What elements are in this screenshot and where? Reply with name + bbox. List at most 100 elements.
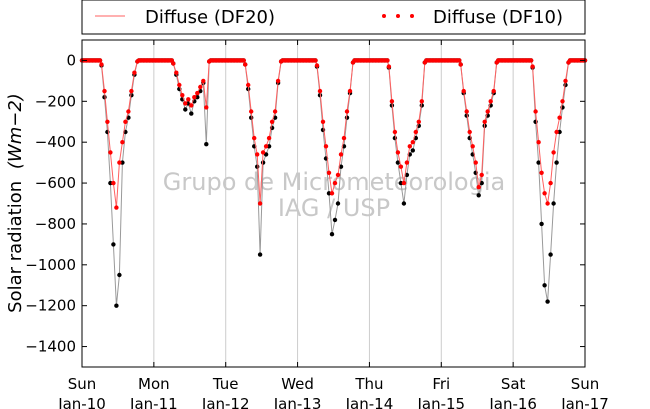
data-point-df20	[97, 58, 103, 63]
data-point-df20	[117, 160, 122, 165]
data-point-df20	[174, 70, 179, 75]
data-point-df20	[545, 201, 550, 206]
data-point-df10	[257, 252, 263, 257]
data-point-df20	[201, 78, 206, 84]
data-point-df20	[260, 150, 266, 155]
x-tick-label-day: Thu	[354, 375, 383, 393]
data-point-df20	[204, 105, 209, 110]
data-point-df20	[314, 63, 320, 68]
data-point-df20	[269, 119, 275, 125]
data-point-df20	[111, 180, 116, 186]
x-tick-label-date: Jan-15	[416, 395, 465, 409]
data-point-df10	[189, 111, 194, 116]
data-point-df10	[410, 148, 415, 153]
plot-background	[82, 40, 585, 367]
data-point-df20	[386, 64, 392, 69]
data-point-df20	[413, 129, 418, 135]
data-point-df20	[385, 58, 390, 63]
data-point-df20	[189, 103, 194, 108]
data-point-df20	[183, 101, 188, 106]
x-tick-label-date: Jan-11	[129, 395, 178, 409]
data-point-df20	[195, 90, 200, 96]
data-point-df20	[99, 62, 104, 67]
data-point-df20	[533, 109, 538, 114]
data-point-df10	[539, 221, 544, 227]
data-point-df20	[392, 129, 398, 135]
data-point-df10	[554, 160, 559, 165]
grid-lines	[153, 40, 514, 367]
data-point-df10	[542, 283, 547, 288]
data-point-df10	[545, 299, 550, 304]
y-tick-label: 0	[66, 51, 76, 69]
data-point-df20	[132, 70, 137, 75]
data-point-df20	[473, 160, 478, 165]
data-point-df20	[108, 150, 113, 155]
data-point-df20	[246, 82, 251, 88]
y-tick-label: −1200	[25, 297, 76, 315]
x-tick-label-day: Sun	[571, 375, 600, 393]
data-point-df20	[272, 109, 278, 114]
y-tick-label: −1000	[25, 256, 76, 274]
y-axis-label-text: Solar radiation	[5, 181, 26, 313]
data-point-df20	[120, 140, 125, 145]
x-tick-label-date: Jan-16	[488, 395, 537, 409]
data-point-df20	[479, 172, 484, 178]
data-point-df20	[171, 61, 176, 66]
data-point-df20	[102, 88, 107, 94]
series-df20	[79, 58, 588, 210]
x-tick-label-date: Jan-17	[560, 395, 609, 409]
data-point-df20	[470, 144, 475, 149]
data-point-df20	[198, 84, 203, 90]
data-point-df20	[539, 170, 544, 175]
data-point-df20	[491, 88, 496, 94]
data-point-df20	[323, 144, 329, 149]
data-point-df10	[260, 160, 266, 165]
data-point-df20	[542, 191, 547, 196]
data-point-df10	[551, 201, 556, 206]
data-point-df20	[407, 144, 412, 149]
data-point-df20	[458, 62, 463, 67]
data-point-df20	[488, 99, 493, 104]
data-point-df20	[548, 180, 553, 186]
data-point-df20	[341, 135, 347, 141]
data-point-df20	[528, 58, 534, 63]
data-point-df10	[479, 180, 484, 186]
data-point-df20	[464, 109, 469, 114]
data-point-df20	[410, 140, 415, 145]
data-point-df20	[554, 129, 559, 135]
data-point-df20	[332, 180, 338, 186]
y-tick-label: −1400	[25, 338, 76, 356]
data-point-df20	[266, 135, 272, 141]
x-tick-label-date: Jan-12	[201, 395, 250, 409]
data-point-df10	[335, 201, 341, 206]
data-point-df10	[114, 303, 119, 308]
legend-label-df20: Diffuse (DF20)	[145, 7, 275, 28]
x-tick-label-day: Mon	[138, 375, 170, 393]
x-tick-label-day: Wed	[281, 375, 314, 393]
plot-frame	[81, 39, 586, 368]
data-point-df20	[177, 82, 182, 88]
data-point-df10	[404, 172, 410, 178]
x-tick-label-day: Fri	[432, 375, 450, 393]
x-tick-label-day: Sat	[501, 375, 526, 393]
data-point-df20	[344, 109, 350, 114]
data-point-df10	[401, 201, 407, 206]
data-point-df20	[476, 185, 481, 190]
data-point-df20	[180, 93, 185, 98]
data-point-df20	[317, 88, 323, 94]
data-point-df20	[551, 150, 556, 155]
data-point-df10	[332, 217, 338, 223]
data-point-df20	[389, 99, 395, 104]
data-point-df20	[485, 109, 490, 114]
data-point-df10	[117, 272, 122, 278]
data-point-df10	[338, 164, 344, 169]
data-point-df20	[404, 160, 410, 165]
data-point-df20	[320, 119, 326, 125]
data-point-df10	[255, 164, 260, 169]
data-point-df10	[249, 115, 254, 120]
data-point-df10	[536, 160, 541, 165]
data-point-df20	[126, 109, 131, 114]
data-point-df20	[395, 150, 401, 155]
data-point-df20	[186, 97, 191, 102]
data-point-df10	[204, 142, 209, 147]
